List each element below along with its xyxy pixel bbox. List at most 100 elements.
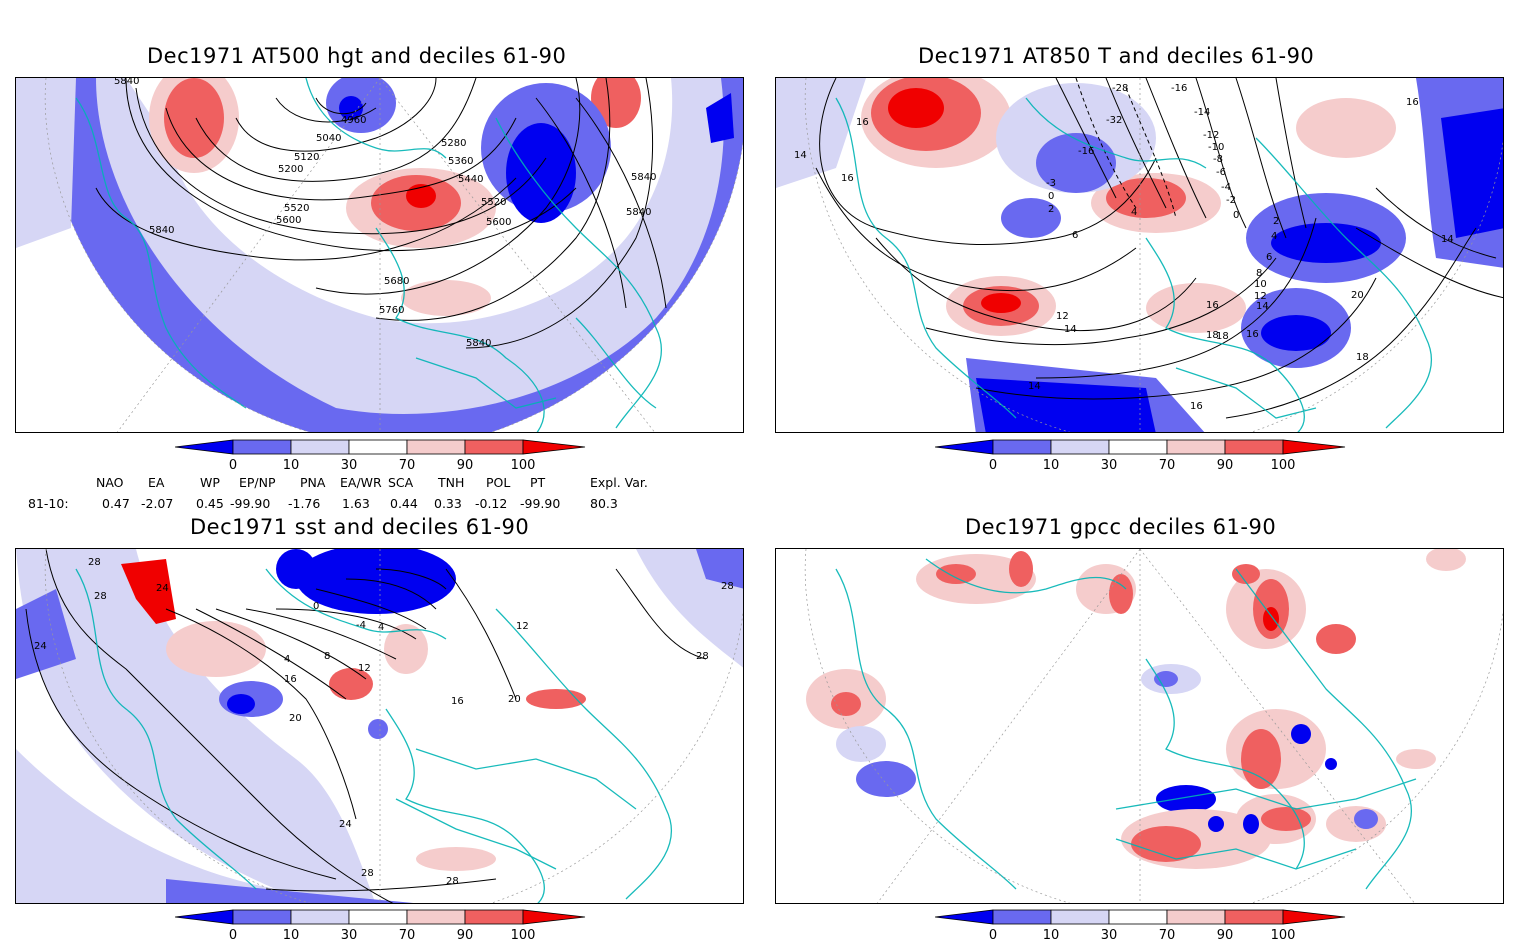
colorbar-segment xyxy=(464,909,524,925)
colorbar-arrow-low xyxy=(935,909,994,925)
svg-text:8: 8 xyxy=(324,651,330,662)
index-value-wp: 0.45 xyxy=(196,496,224,511)
colorbar-tick-label: 0 xyxy=(989,928,997,943)
map-sst: 28 28 24 24 0 -4 4 4 8 12 16 20 24 28 28… xyxy=(15,548,744,904)
svg-text:2: 2 xyxy=(1048,204,1054,215)
colorbar-tick-label: 30 xyxy=(1101,928,1118,943)
svg-text:12: 12 xyxy=(1254,291,1267,302)
colorbar-segment xyxy=(1108,909,1168,925)
colorbar-top-left: 0 10 30 70 90 100 xyxy=(175,439,586,473)
svg-text:-10: -10 xyxy=(1208,142,1224,153)
svg-text:12: 12 xyxy=(358,663,371,674)
svg-text:5040: 5040 xyxy=(316,133,341,144)
colorbar-segment xyxy=(1224,909,1284,925)
shade-negative-hudson xyxy=(296,549,456,614)
colorbar-tick-label: 0 xyxy=(229,928,237,943)
index-value-pol: -0.12 xyxy=(475,496,508,511)
map-gpcc xyxy=(775,548,1504,904)
svg-text:20: 20 xyxy=(1351,290,1364,301)
colorbar-segment xyxy=(992,909,1052,925)
svg-text:24: 24 xyxy=(156,583,169,594)
colorbar-segment xyxy=(1166,909,1226,925)
svg-text:-32: -32 xyxy=(1106,115,1122,126)
svg-text:16: 16 xyxy=(841,173,854,184)
colorbar-segment xyxy=(464,439,524,455)
colorbar-tick-label: 100 xyxy=(1271,928,1296,943)
index-value-pna: -1.76 xyxy=(288,496,321,511)
contours-sst xyxy=(25,549,707,903)
svg-text:-16: -16 xyxy=(1171,83,1187,94)
svg-text:4: 4 xyxy=(378,622,384,633)
index-value-eawr: 1.63 xyxy=(342,496,370,511)
colorbar-segment xyxy=(1224,439,1284,455)
svg-text:16: 16 xyxy=(1246,329,1259,340)
svg-text:24: 24 xyxy=(34,641,47,652)
index-header-sca: SCA xyxy=(388,475,414,490)
index-value-pt: -99.90 xyxy=(520,496,561,511)
colorbar-tick-label: 100 xyxy=(1271,458,1296,473)
svg-text:5440: 5440 xyxy=(458,174,483,185)
colorbar-segment xyxy=(992,439,1052,455)
colorbar-segment xyxy=(348,439,408,455)
svg-text:-14: -14 xyxy=(1194,107,1210,118)
svg-text:-2: -2 xyxy=(1226,195,1236,206)
svg-text:16: 16 xyxy=(1406,97,1419,108)
svg-text:5760: 5760 xyxy=(379,305,404,316)
colorbar-tick-label: 10 xyxy=(1043,928,1060,943)
colorbar-tick-label: 10 xyxy=(283,458,300,473)
colorbar-arrow-low xyxy=(935,439,994,455)
contour-labels-sst: 28 28 24 24 0 -4 4 4 8 12 16 20 24 28 28… xyxy=(34,557,734,887)
svg-text:5200: 5200 xyxy=(278,164,303,175)
svg-text:8: 8 xyxy=(1256,268,1262,279)
map-t850: 16 16 16 14 -16 -14 -12 -10 -8 -6 -4 -2 … xyxy=(775,77,1504,433)
colorbar-tick-label: 70 xyxy=(399,458,416,473)
svg-text:5600: 5600 xyxy=(486,217,511,228)
svg-text:-6: -6 xyxy=(1216,167,1226,178)
shade-negative-east xyxy=(1441,108,1503,238)
colorbar-segment xyxy=(406,439,466,455)
colorbar-arrow-high xyxy=(1282,439,1346,455)
colorbar-tick-label: 0 xyxy=(989,458,997,473)
svg-text:-12: -12 xyxy=(1203,130,1219,141)
svg-text:5840: 5840 xyxy=(626,207,651,218)
index-header-pol: POL xyxy=(486,475,511,490)
svg-text:4: 4 xyxy=(1271,231,1277,242)
svg-text:-4: -4 xyxy=(356,620,366,631)
svg-text:16: 16 xyxy=(1206,300,1219,311)
coastlines-sst xyxy=(75,568,673,903)
svg-text:12: 12 xyxy=(516,621,529,632)
colorbar-segment xyxy=(406,909,466,925)
svg-text:18: 18 xyxy=(1206,330,1219,341)
svg-text:18: 18 xyxy=(1216,331,1229,342)
colorbar-arrow-high xyxy=(1282,909,1346,925)
svg-text:20: 20 xyxy=(508,694,521,705)
svg-text:16: 16 xyxy=(856,117,869,128)
svg-text:5360: 5360 xyxy=(448,156,473,167)
index-header-eawr: EA/WR xyxy=(340,475,382,490)
svg-text:5840: 5840 xyxy=(114,78,139,87)
svg-text:28: 28 xyxy=(446,876,459,887)
index-header-tnh: TNH xyxy=(438,475,465,490)
svg-text:28: 28 xyxy=(94,591,107,602)
colorbar-segment xyxy=(1108,439,1168,455)
svg-text:2: 2 xyxy=(1273,216,1279,227)
map-hgt500: 5840 4960 5040 5120 5200 5280 5360 5440 … xyxy=(15,77,744,433)
contours-hgt500 xyxy=(95,78,667,349)
colorbar-tick-label: 10 xyxy=(1043,458,1060,473)
svg-text:14: 14 xyxy=(1441,234,1454,245)
contour-labels-hgt500: 5840 4960 5040 5120 5200 5280 5360 5440 … xyxy=(114,78,656,349)
svg-text:5600: 5600 xyxy=(276,215,301,226)
svg-text:10: 10 xyxy=(1254,279,1267,290)
colorbar-segment xyxy=(290,439,350,455)
svg-text:5840: 5840 xyxy=(631,172,656,183)
panel-title-sst: Dec1971 sst and deciles 61-90 xyxy=(190,515,530,539)
svg-text:5680: 5680 xyxy=(384,276,409,287)
index-row-label: 81-10: xyxy=(28,496,69,511)
svg-text:14: 14 xyxy=(794,150,807,161)
colorbar-segment xyxy=(1050,439,1110,455)
index-header-nao: NAO xyxy=(96,475,124,490)
colorbar-tick-label: 90 xyxy=(457,458,474,473)
colorbar-segment xyxy=(290,909,350,925)
svg-text:14: 14 xyxy=(1028,381,1041,392)
svg-text:12: 12 xyxy=(1056,311,1069,322)
